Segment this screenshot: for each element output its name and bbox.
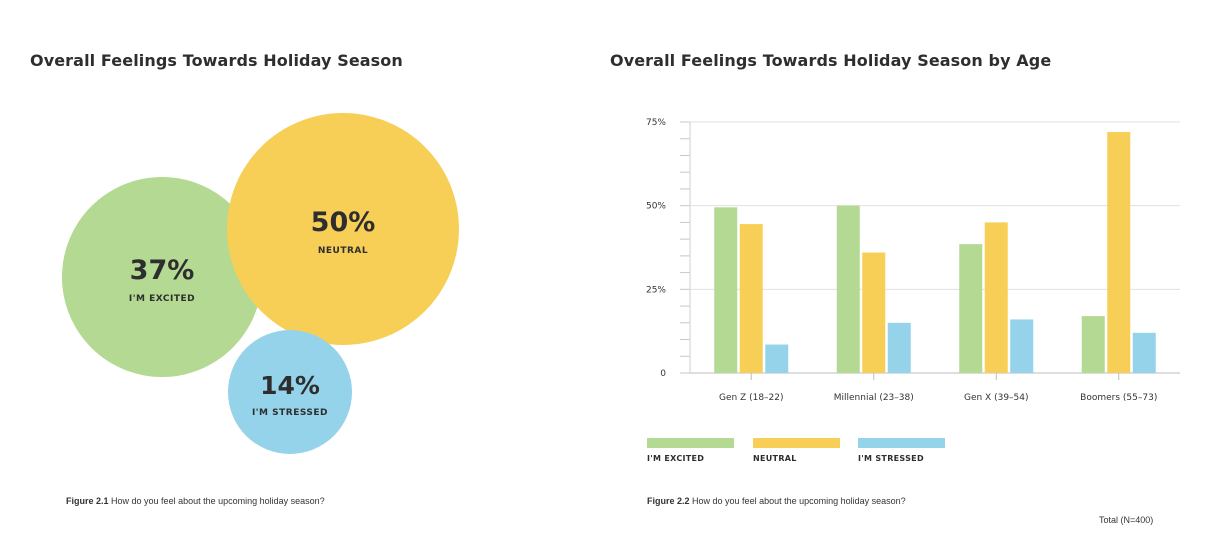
x-tick-label: Gen Z (18–22) <box>719 393 784 403</box>
left-chart-title: Overall Feelings Towards Holiday Season <box>30 51 403 70</box>
sample-total: Total (N=400) <box>1099 515 1154 525</box>
bar-2-3 <box>887 322 911 373</box>
bubble-neutral-value: 50% <box>311 207 376 238</box>
bubble-excited <box>62 177 262 377</box>
legend-swatch-excited <box>647 438 734 448</box>
legend-label-stressed: I'M STRESSED <box>858 454 924 463</box>
y-tick-label: 25% <box>646 285 666 295</box>
bar-2-1 <box>836 205 860 373</box>
bar-3-2 <box>984 222 1008 373</box>
bubble-stressed <box>228 330 352 454</box>
bubble-stressed-label: I'M STRESSED <box>252 408 328 418</box>
left-caption-figure-number: Figure 2.1 <box>66 496 109 506</box>
bubble-neutral-label: NEUTRAL <box>318 246 368 256</box>
legend-swatch-neutral <box>753 438 840 448</box>
x-tick-label: Boomers (55–73) <box>1080 393 1157 403</box>
bubble-chart: 37% I'M EXCITED 50% NEUTRAL 14% I'M STRE… <box>62 113 459 454</box>
right-caption-figure-number: Figure 2.2 <box>647 496 690 506</box>
y-tick-label: 0 <box>660 369 666 379</box>
bar-4-2 <box>1107 132 1131 373</box>
bubble-excited-label: I'M EXCITED <box>129 294 195 304</box>
x-tick-label: Millennial (23–38) <box>834 393 914 403</box>
legend-item-neutral: NEUTRAL <box>753 438 840 463</box>
bubble-excited-value: 37% <box>130 255 195 286</box>
bar-2-2 <box>862 252 886 373</box>
bar-3-3 <box>1010 319 1034 373</box>
bar-4-3 <box>1132 332 1156 373</box>
bar-3-1 <box>959 244 983 373</box>
y-tick-label: 50% <box>646 202 666 212</box>
bubble-stressed-value: 14% <box>260 371 320 400</box>
legend-item-excited: I'M EXCITED <box>647 438 734 463</box>
bar-chart: 0 25% 50% 75% Gen Z (18–22) Millennial (23–38… <box>646 118 1180 403</box>
legend-item-stressed: I'M STRESSED <box>858 438 945 463</box>
bar-1-3 <box>765 344 789 373</box>
left-caption-text: How do you feel about the upcoming holid… <box>111 496 325 506</box>
legend-label-neutral: NEUTRAL <box>753 454 797 463</box>
bubble-neutral <box>227 113 459 345</box>
x-tick-label: Gen X (39–54) <box>964 393 1029 403</box>
right-figure-caption: Figure 2.2 How do you feel about the upc… <box>647 496 906 506</box>
y-tick-label: 75% <box>646 118 666 128</box>
bar-4-1 <box>1081 316 1105 373</box>
right-caption-text: How do you feel about the upcoming holid… <box>692 496 906 506</box>
left-figure-caption: Figure 2.1 How do you feel about the upc… <box>66 496 325 506</box>
legend-swatch-stressed <box>858 438 945 448</box>
legend-label-excited: I'M EXCITED <box>647 454 705 463</box>
right-chart-title: Overall Feelings Towards Holiday Season … <box>610 51 1052 70</box>
bar-1-2 <box>739 224 763 373</box>
bar-1-1 <box>714 207 738 373</box>
